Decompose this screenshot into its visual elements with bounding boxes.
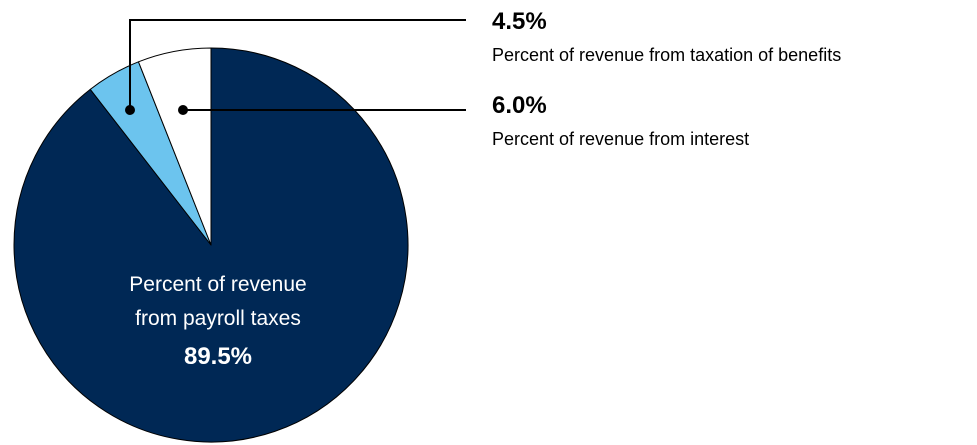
benefits-leader-dot	[125, 105, 135, 115]
pie-slices	[13, 47, 409, 443]
interest-callout-value: 6.0%	[492, 92, 547, 119]
benefits-callout-label: Percent of revenue from taxation of bene…	[492, 45, 841, 65]
slice-interest	[137, 47, 212, 246]
payroll-slice-label-line-1: Percent of revenue	[129, 273, 306, 296]
interest-callout-label: Percent of revenue from interest	[492, 129, 749, 149]
payroll-slice-label-line-2: from payroll taxes	[135, 307, 301, 330]
payroll-slice-value: 89.5%	[184, 343, 252, 370]
callout-leaders	[125, 19, 466, 115]
benefits-callout-value: 4.5%	[492, 8, 547, 35]
interest-leader-dot	[178, 105, 188, 115]
benefits-leader-line	[129, 19, 466, 110]
